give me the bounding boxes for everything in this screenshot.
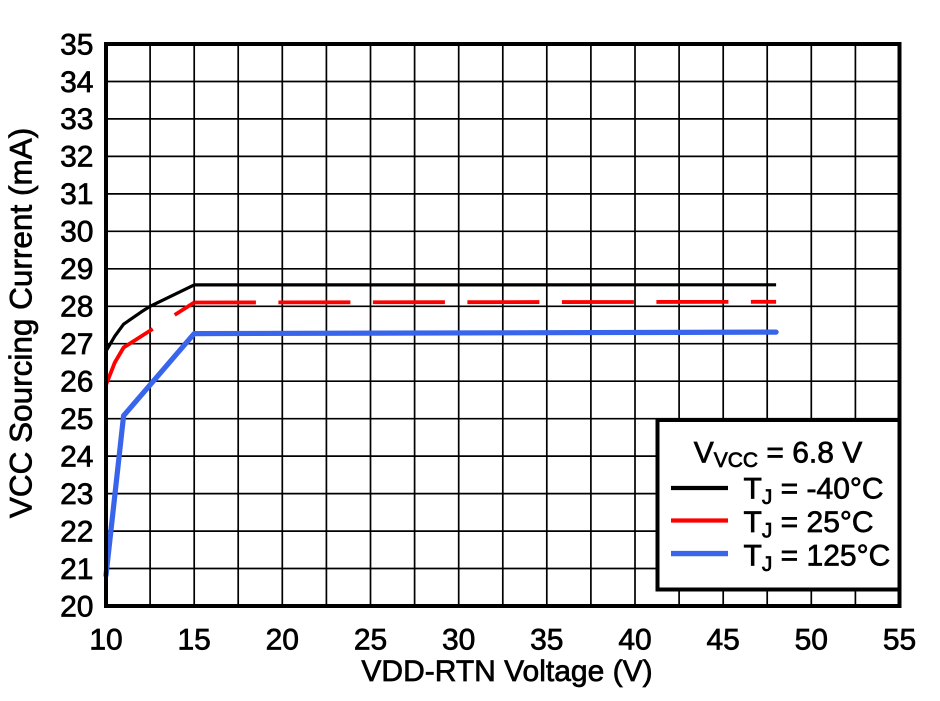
- svg-text:20: 20: [266, 623, 299, 656]
- svg-text:22: 22: [60, 515, 93, 548]
- svg-text:35: 35: [60, 28, 93, 61]
- svg-text:45: 45: [707, 623, 740, 656]
- svg-text:34: 34: [60, 66, 93, 99]
- svg-text:33: 33: [60, 103, 93, 136]
- svg-text:23: 23: [60, 478, 93, 511]
- svg-text:10: 10: [89, 623, 122, 656]
- svg-text:20: 20: [60, 590, 93, 623]
- svg-text:30: 30: [60, 216, 93, 249]
- svg-text:27: 27: [60, 328, 93, 361]
- svg-text:28: 28: [60, 291, 93, 324]
- svg-text:VDD-RTN Voltage (V): VDD-RTN Voltage (V): [361, 655, 652, 688]
- svg-text:55: 55: [883, 623, 916, 656]
- svg-text:VVCC = 6.8 V: VVCC = 6.8 V: [694, 437, 863, 473]
- svg-text:VCC Sourcing Current (mA): VCC Sourcing Current (mA): [3, 128, 39, 518]
- svg-text:30: 30: [442, 623, 475, 656]
- svg-text:31: 31: [60, 178, 93, 211]
- svg-text:21: 21: [60, 553, 93, 586]
- svg-text:25: 25: [60, 403, 93, 436]
- svg-text:TJ = 25°C: TJ = 25°C: [744, 506, 874, 542]
- svg-text:15: 15: [178, 623, 211, 656]
- svg-text:26: 26: [60, 366, 93, 399]
- svg-text:TJ = -40°C: TJ = -40°C: [744, 473, 884, 509]
- svg-text:40: 40: [618, 623, 651, 656]
- svg-text:29: 29: [60, 253, 93, 286]
- svg-text:25: 25: [354, 623, 387, 656]
- svg-text:35: 35: [530, 623, 563, 656]
- svg-text:24: 24: [60, 440, 93, 473]
- svg-text:32: 32: [60, 141, 93, 174]
- svg-text:50: 50: [795, 623, 828, 656]
